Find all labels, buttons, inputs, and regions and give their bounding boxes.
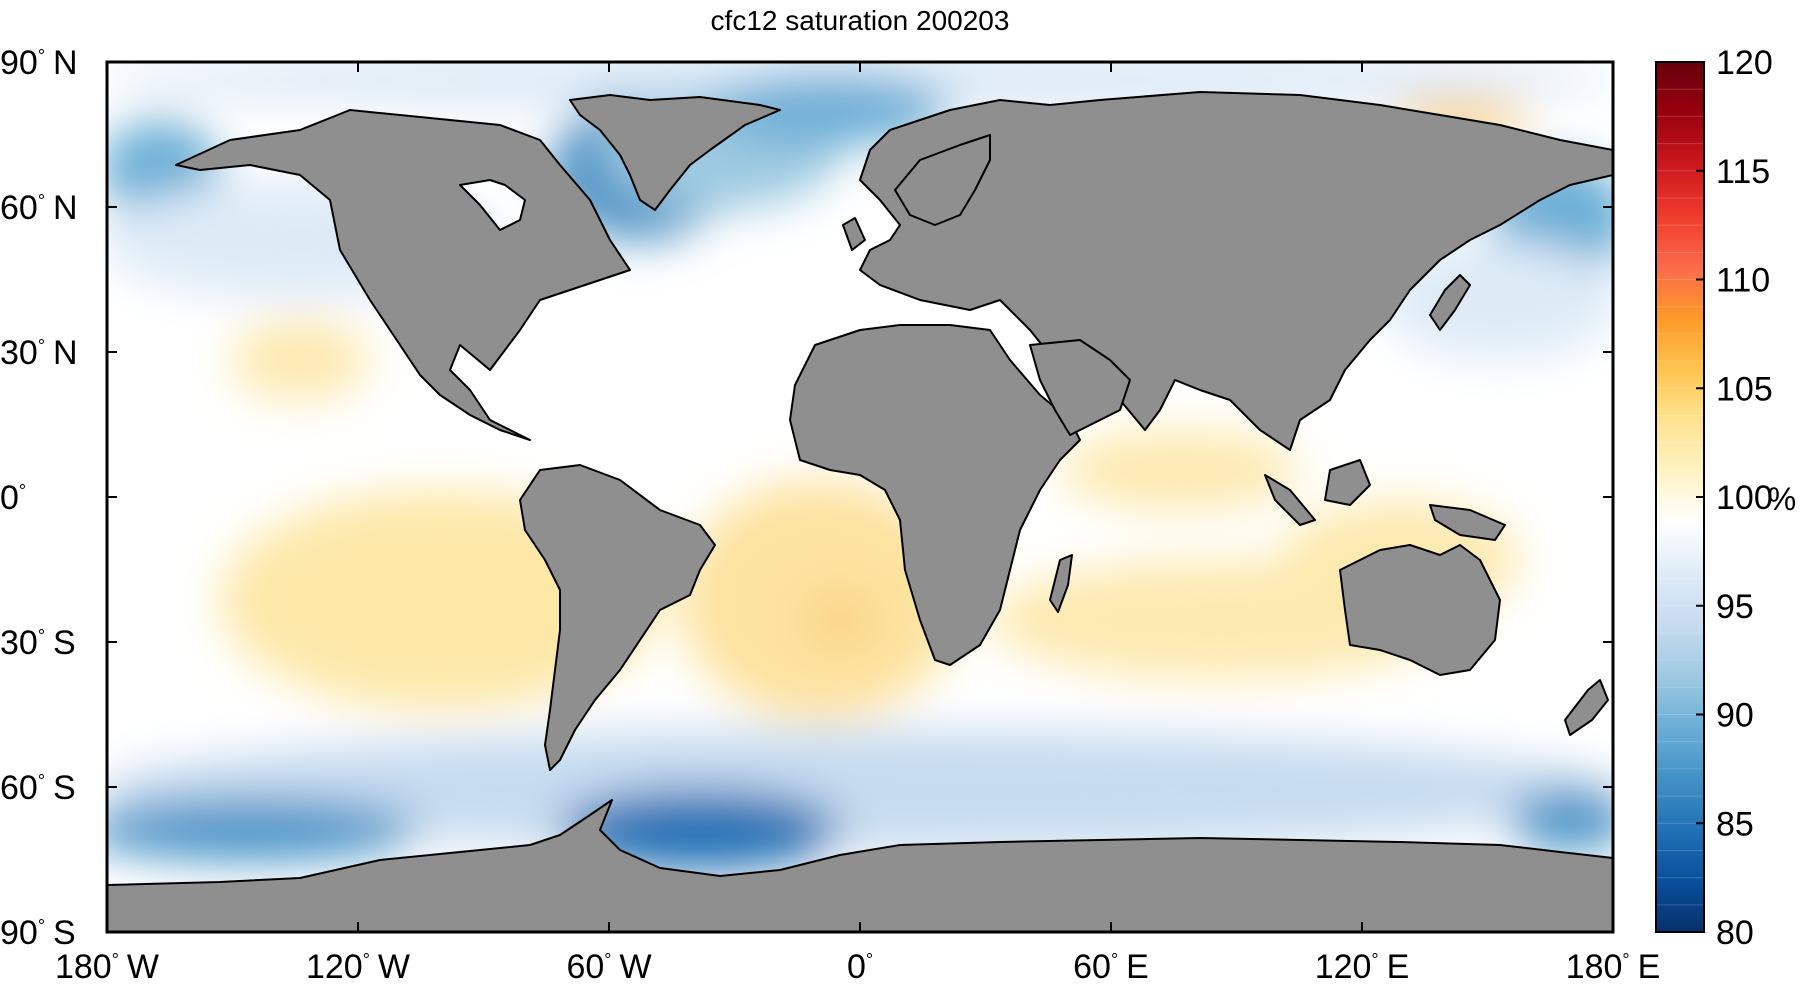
east-antarctic-low	[1510, 790, 1613, 850]
colorbar-tick-label: 90	[1716, 697, 1754, 735]
tropical-indian-high	[1060, 430, 1300, 510]
ross-sea-low	[107, 800, 420, 860]
norwegian-sea-low	[710, 75, 950, 145]
x-tick-label: 180° W	[55, 948, 159, 984]
y-axis-ticks: 90° N 60° N 30° N 0° 30° S 60° S 90° S	[0, 44, 1613, 952]
x-tick-label: 120° E	[1315, 948, 1410, 984]
y-tick-label: 90° S	[0, 914, 76, 952]
colorbar-tick-label: 80	[1716, 914, 1754, 952]
land-antarctica	[107, 799, 1613, 932]
nw-pacific-light	[1380, 240, 1613, 360]
y-tick-label: 60° S	[0, 769, 76, 807]
land-sumatra	[1264, 474, 1316, 526]
x-tick-label: 180° E	[1566, 948, 1661, 984]
colorbar-tick-label: 110	[1716, 262, 1770, 300]
x-tick-label: 60° E	[1073, 948, 1149, 984]
land-arabia	[1029, 339, 1131, 436]
y-tick-label: 30° S	[0, 624, 76, 662]
land-australia	[1339, 544, 1501, 676]
land-madagascar	[1049, 554, 1073, 613]
south-atlantic-core	[800, 590, 880, 650]
x-tick-label: 0°	[847, 948, 873, 984]
land-south-america	[519, 464, 716, 771]
colorbar: 120 115 110 105 100 95 90 85 80 %	[1655, 44, 1796, 952]
y-tick-label: 90° N	[0, 44, 78, 82]
colorbar-tick-label: 100	[1716, 479, 1773, 517]
map-title: cfc12 saturation 200203	[711, 5, 1010, 36]
colorbar-unit: %	[1768, 481, 1796, 517]
map-plot-area	[107, 62, 1613, 932]
land-north-america	[175, 109, 631, 441]
land-africa	[789, 324, 1081, 666]
land-japan	[1429, 274, 1471, 331]
x-tick-label: 60° W	[566, 948, 651, 984]
ne-pacific-high	[230, 320, 370, 400]
colorbar-tick-label: 95	[1716, 588, 1754, 626]
weddell-sea-low	[560, 790, 840, 870]
southern-ocean-light	[107, 730, 1613, 850]
x-tick-label: 120° W	[306, 948, 410, 984]
land-scandinavia	[894, 134, 991, 226]
colorbar-tick-label: 105	[1716, 370, 1773, 408]
colorbar-ticks: 120 115 110 105 100 95 90 85 80	[1696, 44, 1773, 952]
x-axis-ticks: 180° W 120° W 60° W 0° 60° E 120° E 180° E	[55, 62, 1661, 986]
colorbar-tick-label: 85	[1716, 805, 1754, 843]
landmasses	[107, 91, 1613, 932]
land-new-guinea	[1429, 504, 1506, 541]
land-new-zealand	[1564, 679, 1609, 736]
y-tick-label: 60° N	[0, 189, 78, 227]
land-eurasia	[859, 91, 1613, 451]
colorbar-tick-label: 120	[1716, 44, 1773, 82]
land-british-isles	[842, 217, 866, 251]
y-tick-label: 30° N	[0, 334, 78, 372]
y-tick-label: 0°	[0, 479, 26, 517]
land-borneo	[1324, 459, 1371, 506]
colorbar-tick-label: 115	[1716, 153, 1770, 191]
land-greenland	[569, 94, 781, 211]
